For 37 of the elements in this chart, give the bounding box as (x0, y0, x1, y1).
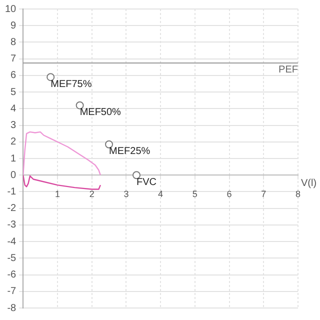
y-tick-label: 8 (10, 36, 17, 48)
annotation: MEF25% (109, 146, 150, 158)
x-tick-label: 5 (192, 188, 198, 199)
x-axis-title: V(l) (301, 178, 317, 189)
y-tick-label: 0 (10, 170, 17, 181)
y-tick-label: -5 (7, 252, 17, 264)
x-tick-label: 1 (54, 188, 60, 199)
y-tick-label: 4 (10, 103, 17, 114)
ref-line-label: PEF (278, 64, 298, 76)
annotation: MEF75% (50, 78, 92, 90)
point (76, 101, 84, 110)
y-tick-label: -7 (7, 286, 17, 298)
y-tick-label: 3 (10, 120, 17, 132)
y-tick-label: 1 (10, 153, 17, 164)
x-tick-label: 3 (124, 188, 129, 199)
y-tick-label: -6 (7, 270, 17, 281)
y-tick-label: -4 (7, 236, 17, 248)
x-tick-label: 7 (261, 188, 266, 199)
y-tick-label: -8 (7, 302, 17, 314)
point (132, 171, 141, 180)
x-tick-label: 6 (226, 188, 232, 199)
y-tick-label: -1 (7, 186, 17, 198)
y-tick-label: 9 (10, 20, 17, 32)
x-tick-label: 8 (295, 188, 301, 199)
point (46, 73, 55, 82)
y-tick-label: -3 (7, 220, 17, 231)
annotation: MEF50% (80, 107, 122, 118)
y-tick-label: 7 (10, 54, 17, 65)
annotation: FVC (136, 176, 157, 188)
x-tick-label: 4 (158, 188, 164, 199)
y-tick-label: 10 (5, 4, 17, 15)
point (105, 140, 114, 148)
y-tick-label: -2 (7, 203, 17, 214)
y-tick-label: 6 (10, 70, 17, 82)
y-tick-label: 5 (10, 86, 17, 98)
y-tick-label: 2 (10, 136, 17, 148)
x-tick-label: 2 (89, 188, 94, 199)
